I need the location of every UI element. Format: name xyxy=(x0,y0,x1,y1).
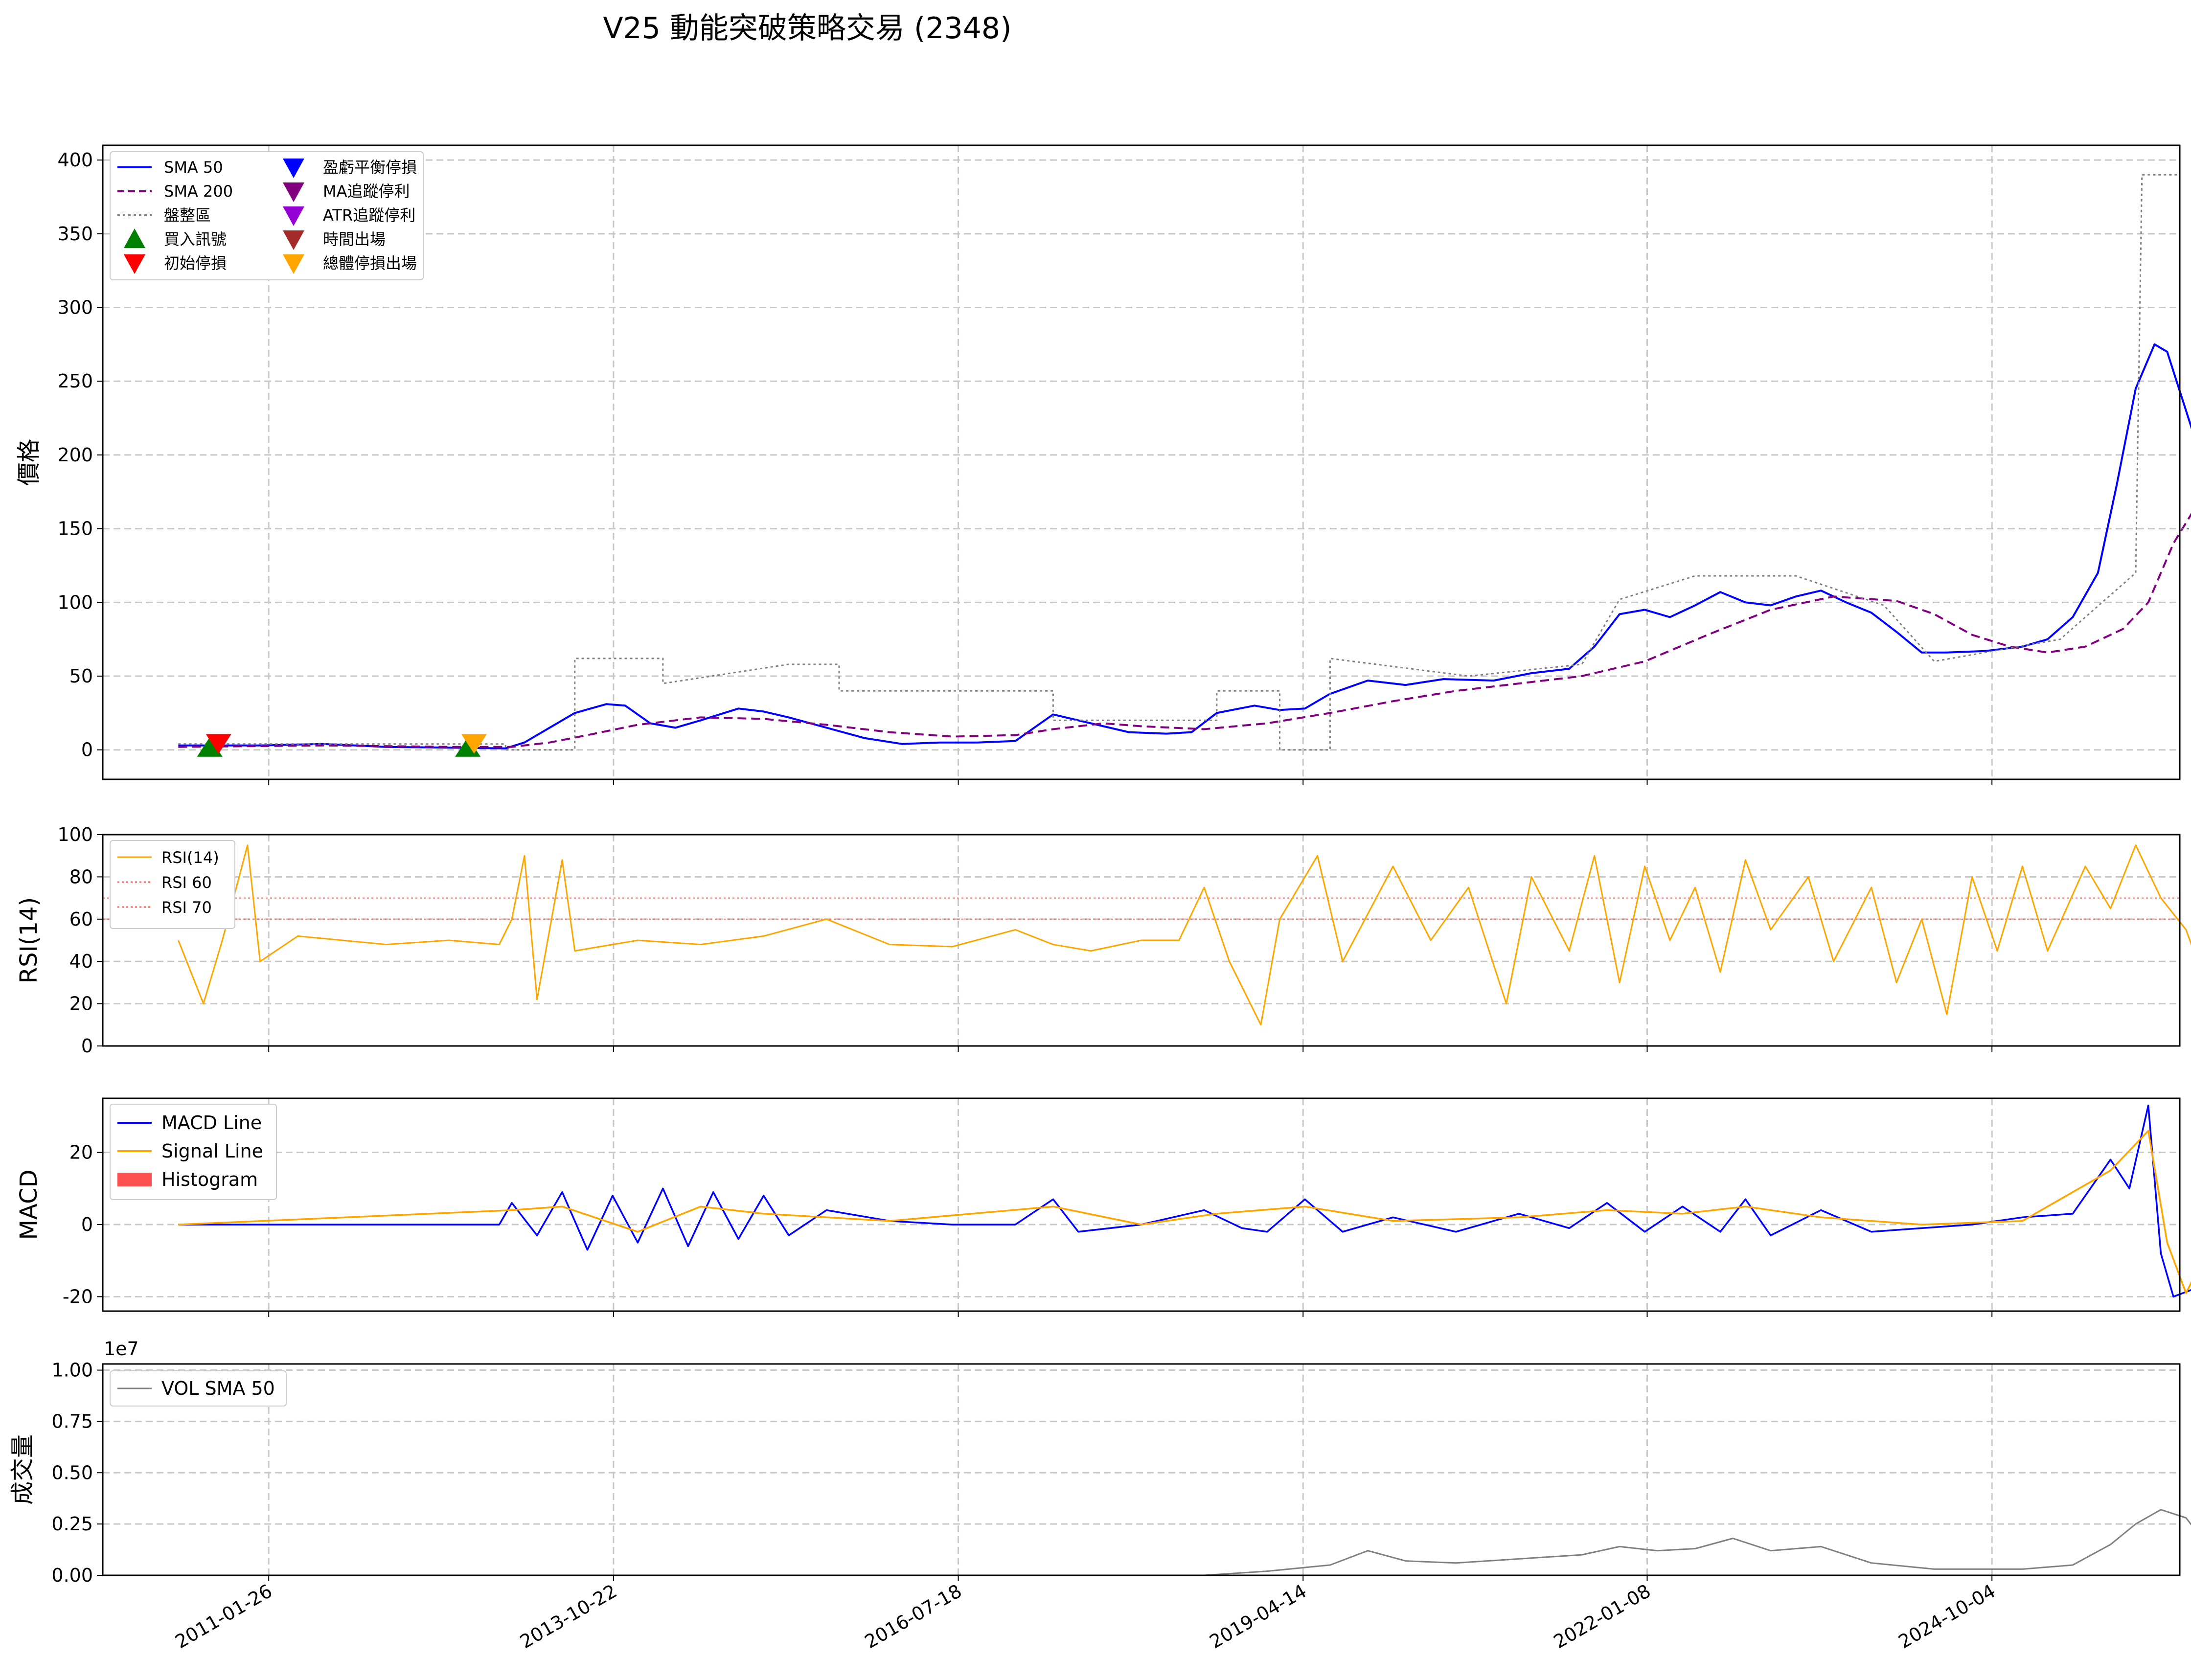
price-ytick-label: 400 xyxy=(57,149,93,171)
rsi-ytick-label: 80 xyxy=(69,866,93,887)
vol-frame xyxy=(102,1363,2181,1576)
price-ytick-label: 300 xyxy=(57,297,93,318)
legend-label: SMA 200 xyxy=(164,182,233,201)
rsi-frame xyxy=(102,834,2181,1047)
rsi-ytick-label: 60 xyxy=(69,908,93,930)
price-ytick-label: 0 xyxy=(81,739,93,761)
legend-swatch xyxy=(283,254,304,274)
chart-title: V25 動能突破策略交易 (2348) xyxy=(603,11,1011,45)
x-tick-label: 2011-01-26 xyxy=(171,1580,275,1653)
legend-swatch xyxy=(283,182,304,202)
legend-swatch xyxy=(283,206,304,226)
vol-ytick-label: 0.75 xyxy=(51,1410,93,1432)
price-frame xyxy=(102,144,2181,780)
rsi-ytick-label: 40 xyxy=(69,951,93,972)
legend-swatch xyxy=(117,1173,152,1186)
price-marker xyxy=(205,734,231,754)
rsi-series-line xyxy=(178,844,2191,1026)
x-tick-label: 2022-01-08 xyxy=(1550,1580,1654,1653)
legend-label: MA追蹤停利 xyxy=(323,182,410,201)
legend-label: RSI(14) xyxy=(161,848,219,867)
legend-label: VOL SMA 50 xyxy=(161,1378,275,1399)
macd-ylabel: MACD xyxy=(15,1170,43,1240)
volume-sma-line xyxy=(178,1509,2191,1576)
legend-label: SMA 50 xyxy=(164,158,223,177)
legend-swatch xyxy=(124,254,145,274)
macd-series-line xyxy=(178,1104,2191,1298)
macd-ytick-label: 20 xyxy=(69,1142,93,1163)
macd-series-line xyxy=(178,1130,2191,1294)
macd-ytick-label: 0 xyxy=(81,1214,93,1235)
macd-ytick-label: -20 xyxy=(63,1286,93,1308)
price-series-line xyxy=(178,174,2191,751)
legend-label: 時間出場 xyxy=(323,230,386,249)
rsi-ylabel: RSI(14) xyxy=(15,897,43,984)
rsi-ytick-label: 20 xyxy=(69,993,93,1015)
legend-label: Signal Line xyxy=(161,1140,263,1162)
price-ylabel: 價格 xyxy=(15,439,43,486)
macd-frame xyxy=(102,1097,2181,1312)
axes-layer: 050100150200250300350400價格020406080100RS… xyxy=(9,144,2181,1653)
price-ytick-label: 150 xyxy=(57,518,93,540)
vol-ytick-label: 0.50 xyxy=(51,1462,93,1483)
legend-label: Histogram xyxy=(161,1169,258,1190)
data-layer xyxy=(103,174,2191,1576)
legend-swatch xyxy=(283,230,304,250)
legend-label: ATR追蹤停利 xyxy=(323,206,415,225)
legend-swatch xyxy=(283,159,304,178)
legend-label: RSI 70 xyxy=(161,898,212,917)
x-tick-label: 2016-07-18 xyxy=(861,1580,965,1653)
legend-label: MACD Line xyxy=(161,1112,262,1134)
price-series-line xyxy=(178,343,2191,749)
volume-legend-box xyxy=(110,1370,287,1407)
vol-ytick-label: 1.00 xyxy=(51,1360,93,1381)
grid-layer xyxy=(103,145,2180,1576)
x-tick-label: 2024-10-04 xyxy=(1894,1580,1999,1653)
x-tick-label: 2013-10-22 xyxy=(516,1580,620,1653)
volume-scale-label: 1e7 xyxy=(104,1338,139,1360)
price-series-line xyxy=(178,513,2191,748)
legend-label: RSI 60 xyxy=(161,873,212,892)
price-marker xyxy=(197,737,223,757)
vol-ytick-label: 0.00 xyxy=(51,1565,93,1586)
price-marker xyxy=(461,734,487,754)
rsi-ytick-label: 0 xyxy=(81,1035,93,1057)
legend-label: 初始停損 xyxy=(164,254,227,272)
volume-ylabel: 成交量 xyxy=(9,1434,36,1505)
legend-label: 盈虧平衡停損 xyxy=(323,158,417,177)
legend-label: 盤整區 xyxy=(164,206,211,225)
price-ytick-label: 50 xyxy=(69,665,93,687)
x-tick-label: 2019-04-14 xyxy=(1206,1580,1310,1653)
legend-swatch xyxy=(124,228,145,248)
price-ytick-label: 350 xyxy=(57,223,93,245)
price-ytick-label: 100 xyxy=(57,591,93,613)
legend-label: 總體停損出場 xyxy=(323,254,417,272)
price-legend-box xyxy=(110,151,424,280)
rsi-ytick-label: 100 xyxy=(57,824,93,845)
vol-ytick-label: 0.25 xyxy=(51,1513,93,1535)
legend-label: 買入訊號 xyxy=(164,230,227,249)
price-ytick-label: 250 xyxy=(57,370,93,392)
price-ytick-label: 200 xyxy=(57,444,93,466)
